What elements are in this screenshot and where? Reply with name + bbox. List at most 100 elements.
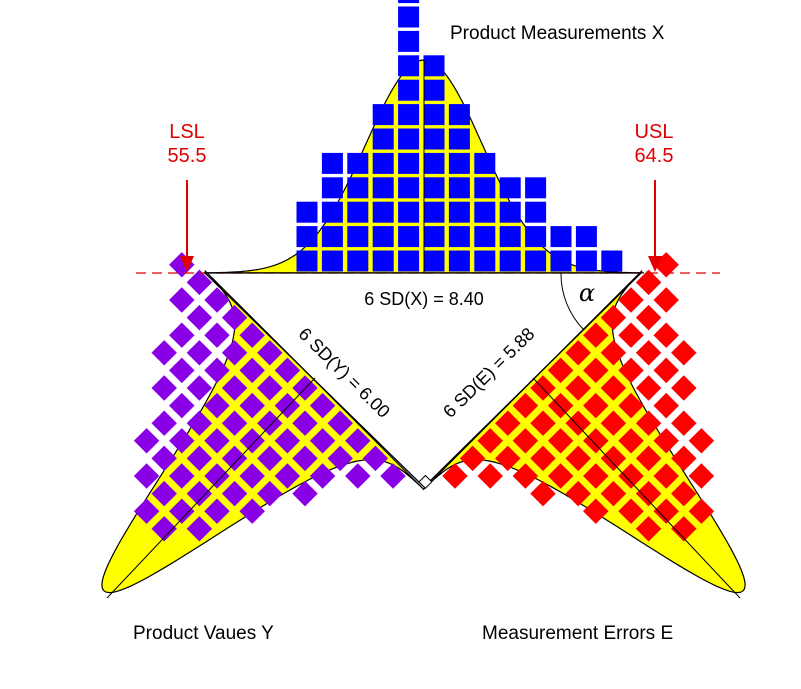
e-histogram-square xyxy=(671,480,697,507)
x-histogram-square xyxy=(398,250,420,272)
e-histogram-square xyxy=(688,428,715,454)
e-histogram-square xyxy=(635,480,662,507)
y-histogram-square xyxy=(345,428,371,454)
x-histogram-square xyxy=(474,177,496,199)
x-histogram-square xyxy=(347,250,369,272)
e-histogram-square xyxy=(635,269,662,296)
e-title: Measurement Errors E xyxy=(482,623,673,644)
x-histogram-square xyxy=(575,250,597,272)
y-histogram-square xyxy=(221,304,248,331)
x-histogram-square xyxy=(601,250,623,272)
e-histogram-square xyxy=(565,480,591,507)
e-histogram-square xyxy=(618,322,644,348)
y-center-line xyxy=(106,377,316,599)
y-histogram-square xyxy=(186,340,213,366)
y-histogram-square xyxy=(186,304,213,331)
right-angle-marker xyxy=(418,474,433,489)
x-histogram-square xyxy=(372,152,394,174)
y-histogram-square xyxy=(169,392,195,419)
e-histogram-square xyxy=(671,375,697,401)
y-histogram-square xyxy=(204,287,230,313)
x-histogram-square xyxy=(372,250,394,272)
e-histogram-square xyxy=(635,340,662,366)
e-histogram-square xyxy=(565,340,591,366)
y-histogram-square xyxy=(169,252,195,278)
x-histogram-square xyxy=(398,6,420,28)
y-histogram-square xyxy=(151,480,177,507)
y-histogram-square xyxy=(274,357,301,384)
x-histogram-square xyxy=(398,30,420,52)
e-histogram-square xyxy=(600,445,627,472)
e-histogram-square xyxy=(671,340,697,366)
y-title: Product Vaues Y xyxy=(133,623,274,644)
x-histogram-square xyxy=(448,250,470,272)
x-histogram-square xyxy=(423,226,445,248)
e-histogram-square xyxy=(459,445,486,472)
e-histogram-square xyxy=(653,463,679,489)
y-histogram-square xyxy=(169,287,195,313)
y-histogram-square xyxy=(239,322,265,348)
e-histogram-square xyxy=(565,445,591,472)
x-histogram-square xyxy=(448,152,470,174)
y-histogram-square xyxy=(221,375,248,401)
e-histogram-square xyxy=(583,392,609,419)
y-histogram-square xyxy=(327,445,353,472)
e-histogram-square xyxy=(583,357,609,384)
y-histogram-square xyxy=(239,463,265,489)
x-histogram-square xyxy=(347,177,369,199)
x-histogram xyxy=(296,0,623,272)
x-histogram-square xyxy=(448,128,470,150)
y-histogram-square xyxy=(292,445,318,472)
x-histogram-square xyxy=(347,152,369,174)
e-histogram-square xyxy=(530,445,556,472)
y-histogram-square xyxy=(151,375,177,401)
x-histogram-square xyxy=(423,128,445,150)
e-histogram-square xyxy=(618,357,644,384)
x-histogram-square xyxy=(474,152,496,174)
x-histogram-square xyxy=(499,177,521,199)
x-histogram-square xyxy=(321,152,343,174)
e-histogram-square xyxy=(547,392,574,419)
y-histogram-square xyxy=(257,410,283,436)
y-histogram-square xyxy=(151,340,177,366)
x-histogram-square xyxy=(296,250,318,272)
lsl-value: 55.5 xyxy=(168,145,207,167)
y-histogram-square xyxy=(169,357,195,384)
y-histogram-square xyxy=(186,445,213,472)
x-histogram-square xyxy=(423,104,445,126)
x-histogram-square xyxy=(448,226,470,248)
y-histogram-square xyxy=(274,392,301,419)
e-histogram-square xyxy=(653,392,679,419)
e-histogram-square xyxy=(600,375,627,401)
e-histogram-square xyxy=(495,445,521,472)
e-histogram-square xyxy=(495,410,521,436)
e-histogram-square xyxy=(583,322,609,348)
usl-label: USL xyxy=(635,121,674,143)
y-histogram-square xyxy=(274,428,301,454)
y-histogram xyxy=(133,252,406,542)
y-histogram-square xyxy=(151,410,177,436)
x-histogram-square xyxy=(398,226,420,248)
x-histogram-square xyxy=(423,250,445,272)
e-histogram-square xyxy=(512,392,539,419)
y-histogram-square xyxy=(133,463,160,489)
x-histogram-square xyxy=(423,201,445,223)
e-center-line xyxy=(532,377,741,599)
e-histogram-square xyxy=(477,428,503,454)
y-histogram-square xyxy=(133,498,160,524)
y-histogram-square xyxy=(186,410,213,436)
e-histogram-square xyxy=(600,410,627,436)
e-histogram-square xyxy=(600,304,627,331)
x-histogram-square xyxy=(398,128,420,150)
x-histogram-square xyxy=(423,152,445,174)
alpha-arc xyxy=(560,272,585,331)
x-histogram-square xyxy=(372,104,394,126)
x-histogram-square xyxy=(372,177,394,199)
y-histogram-square xyxy=(345,463,371,489)
x-histogram-square xyxy=(347,201,369,223)
y-histogram-square xyxy=(133,428,160,454)
x-title: Product Measurements X xyxy=(450,23,665,44)
e-histogram-square xyxy=(653,498,679,524)
e-histogram-square xyxy=(618,392,644,419)
y-histogram-square xyxy=(257,340,283,366)
